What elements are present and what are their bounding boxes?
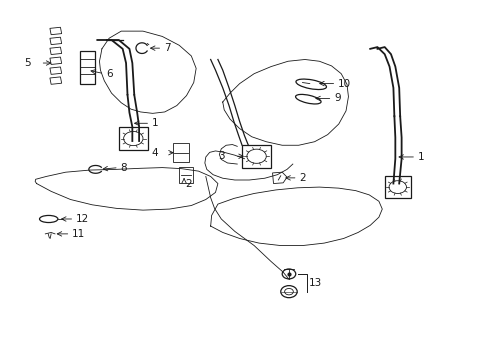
Bar xyxy=(50,67,61,75)
Bar xyxy=(50,77,61,84)
Text: 7: 7 xyxy=(163,43,170,53)
Text: 1: 1 xyxy=(417,152,423,162)
Bar xyxy=(50,37,61,45)
Bar xyxy=(50,47,61,54)
Bar xyxy=(50,27,61,35)
Text: 6: 6 xyxy=(105,69,112,79)
Text: 12: 12 xyxy=(76,214,89,224)
Text: 1: 1 xyxy=(151,118,158,128)
Bar xyxy=(50,57,61,64)
Text: 10: 10 xyxy=(337,78,350,89)
Text: 3: 3 xyxy=(218,151,224,161)
Text: 11: 11 xyxy=(72,229,85,239)
Text: 2: 2 xyxy=(299,173,305,183)
Text: 4: 4 xyxy=(151,148,158,158)
Text: 9: 9 xyxy=(333,94,340,103)
Text: 2: 2 xyxy=(185,179,192,189)
Text: 13: 13 xyxy=(308,278,322,288)
Text: 8: 8 xyxy=(120,163,126,172)
Text: 5: 5 xyxy=(24,58,31,68)
